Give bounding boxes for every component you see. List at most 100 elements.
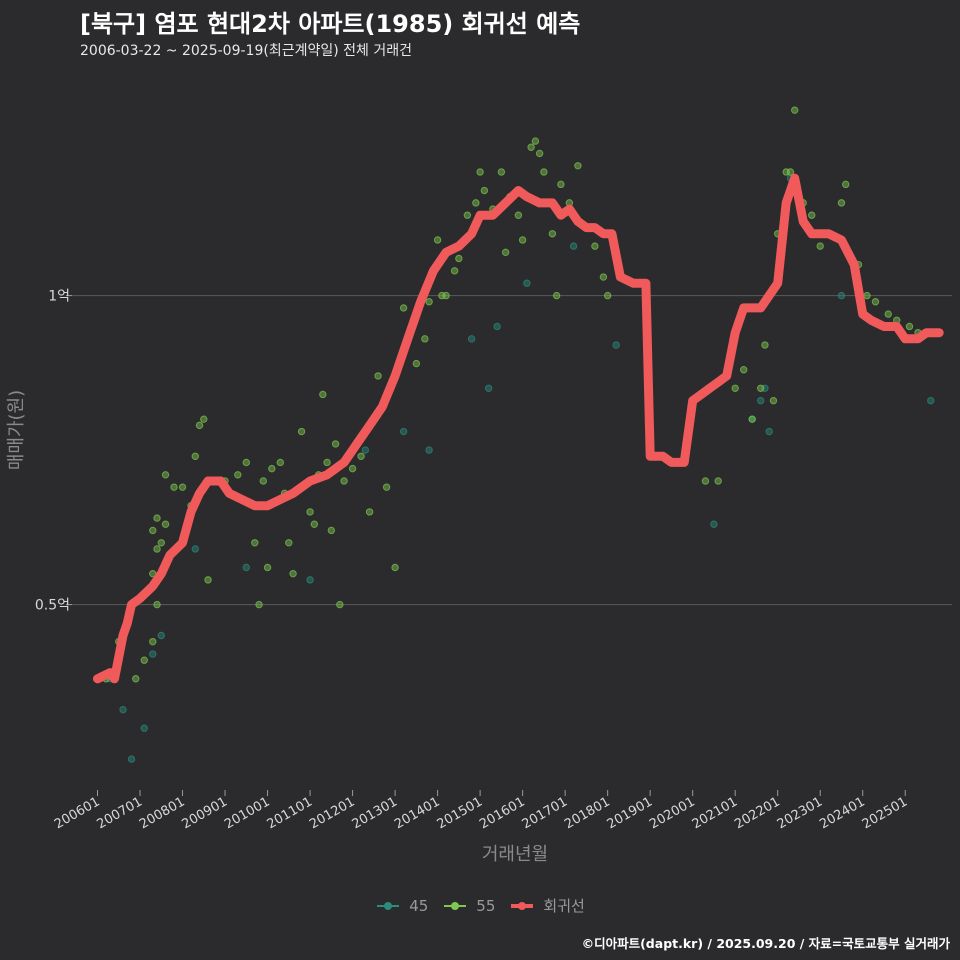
data-point-55 — [548, 230, 557, 238]
data-point-55 — [161, 520, 170, 528]
data-point-55 — [365, 508, 374, 516]
data-point-45 — [765, 427, 773, 436]
data-point-55 — [514, 211, 523, 219]
x-tick-label: 200801 — [137, 794, 187, 832]
x-tick-label: 201001 — [222, 794, 272, 832]
data-point-55 — [336, 600, 344, 609]
x-tick-label: 202001 — [647, 794, 697, 832]
data-point-55 — [455, 254, 463, 263]
y-tick-label: 0.5억 — [35, 598, 70, 614]
x-tick-label: 200601 — [52, 794, 102, 832]
data-point-55 — [132, 675, 140, 683]
data-point-55 — [603, 291, 612, 300]
x-tick-label: 201301 — [350, 794, 400, 832]
data-point-55 — [153, 514, 161, 522]
data-point-55 — [191, 452, 199, 460]
data-point-55 — [599, 273, 608, 281]
legend-label-45: 45 — [409, 896, 429, 915]
data-point-55 — [255, 600, 263, 609]
legend-label-55: 55 — [476, 896, 496, 915]
data-point-55 — [285, 539, 293, 547]
y-axis-label: 매매가(원) — [6, 390, 27, 470]
data-point-55 — [905, 322, 914, 331]
data-point-55 — [731, 384, 739, 392]
data-point-55 — [242, 458, 250, 467]
data-point-55 — [140, 656, 148, 664]
data-point-45 — [710, 520, 718, 528]
data-point-55 — [310, 520, 319, 528]
regression-line — [93, 173, 944, 684]
data-point-55 — [574, 162, 582, 170]
x-axis-label: 거래년월 — [482, 844, 548, 865]
chart-subtitle: 2006-03-22 ~ 2025-09-19(최근계약일) 전체 거래건 — [80, 43, 412, 59]
data-point-55 — [374, 372, 382, 380]
data-point-55 — [234, 471, 242, 479]
data-point-45 — [425, 446, 433, 454]
data-point-55 — [268, 464, 276, 473]
data-point-55 — [161, 471, 170, 479]
data-point-55 — [472, 199, 480, 207]
data-point-55 — [442, 291, 450, 300]
legend-key-45-icon — [375, 896, 401, 916]
data-point-55 — [153, 600, 161, 609]
scatter-points — [102, 106, 935, 763]
data-point-55 — [739, 366, 748, 374]
data-point-55 — [842, 180, 850, 189]
data-point-55 — [157, 539, 165, 547]
chart-title: [북구] 염포 현대2차 아파트(1985) 회귀선 예측 — [80, 10, 581, 38]
source-caption: ©디아파트(dapt.kr) / 2025.09.20 / 자료=국토교통부 실… — [581, 936, 950, 951]
x-tick-label: 201401 — [392, 794, 442, 832]
x-tick-label: 201701 — [520, 794, 570, 832]
data-point-45 — [569, 242, 578, 250]
legend-label-trend: 회귀선 — [543, 897, 585, 915]
legend-item-55: 55 — [442, 895, 495, 916]
data-point-55 — [476, 168, 484, 176]
data-point-55 — [808, 211, 816, 219]
data-point-55 — [714, 477, 722, 485]
y-tick-labels: 0.5억 1억 — [35, 289, 70, 614]
data-point-55 — [591, 242, 599, 250]
data-point-55 — [497, 168, 506, 176]
x-tick-label: 202101 — [690, 794, 740, 832]
x-tick-label: 201501 — [435, 794, 485, 832]
data-point-55 — [263, 563, 272, 572]
data-point-45 — [242, 563, 250, 572]
data-point-55 — [531, 137, 540, 145]
x-tick-labels: 2006012007012008012009012010012011012012… — [52, 794, 910, 832]
data-point-55 — [289, 569, 297, 578]
data-point-55 — [816, 242, 824, 250]
data-point-55 — [251, 539, 259, 547]
data-point-55 — [863, 291, 871, 300]
data-point-45 — [399, 427, 408, 436]
data-point-55 — [297, 427, 306, 436]
data-point-55 — [433, 236, 442, 244]
data-point-55 — [557, 180, 565, 189]
data-point-45 — [191, 545, 199, 553]
data-point-55 — [276, 458, 285, 467]
y-tick-label: 1억 — [48, 289, 70, 305]
x-tick-label: 200701 — [95, 794, 145, 832]
data-point-45 — [467, 335, 476, 343]
data-point-55 — [786, 168, 795, 176]
data-point-45 — [493, 322, 501, 331]
data-point-45 — [306, 576, 314, 584]
x-tick-label: 202201 — [732, 794, 782, 832]
data-point-45 — [612, 341, 620, 349]
data-point-55 — [884, 310, 892, 318]
data-point-55 — [340, 477, 348, 485]
data-point-45 — [756, 396, 765, 405]
data-point-55 — [306, 508, 314, 516]
x-tick-label: 202301 — [775, 794, 825, 832]
data-point-55 — [463, 211, 472, 219]
data-point-55 — [552, 291, 561, 300]
data-point-55 — [149, 637, 157, 646]
data-point-55 — [412, 359, 421, 368]
data-point-55 — [769, 396, 778, 405]
grid-lines — [66, 295, 952, 796]
data-point-55 — [540, 168, 548, 176]
data-point-55 — [837, 199, 846, 207]
data-point-55 — [501, 248, 510, 257]
data-point-55 — [170, 483, 178, 491]
x-tick-label: 202501 — [860, 794, 910, 832]
